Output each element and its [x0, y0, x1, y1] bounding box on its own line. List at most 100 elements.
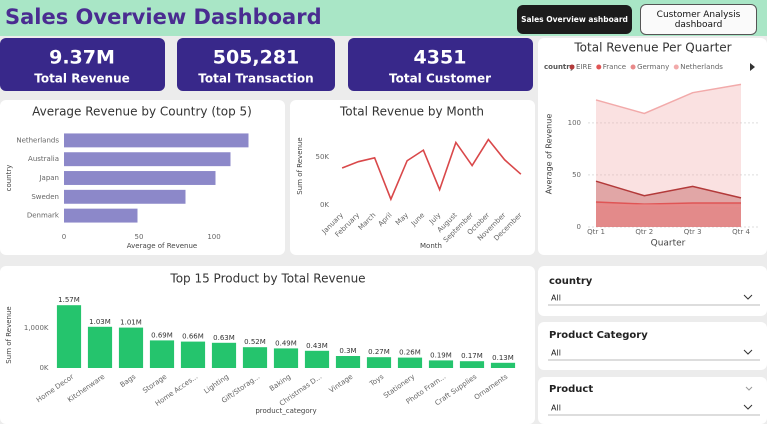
line	[595, 201, 741, 205]
bar	[64, 133, 249, 148]
legend-marker	[673, 64, 679, 70]
filter-label: Product	[549, 384, 593, 395]
value-label: 0.49M	[275, 339, 297, 347]
y-tick-label: Denmark	[27, 212, 60, 220]
panel	[538, 38, 767, 255]
x-tick-label: Qtr 1	[587, 228, 605, 236]
bar	[64, 152, 231, 167]
kpi-card	[177, 38, 335, 91]
value-label: 0.27M	[368, 348, 390, 356]
filter-panel	[538, 322, 767, 370]
bar	[459, 361, 485, 368]
dropdown-chevron[interactable]	[743, 294, 753, 300]
kpi-label: Total Customer	[389, 72, 491, 86]
value-label: 1.03M	[89, 318, 111, 326]
bar	[87, 326, 113, 368]
bar	[180, 341, 206, 368]
chart-title: Total Revenue by Month	[339, 105, 484, 119]
filter-value[interactable]: All	[551, 349, 561, 358]
y-axis-label: Sum of Revenue	[5, 306, 13, 363]
bar	[118, 327, 144, 368]
filter-value[interactable]: All	[551, 404, 561, 413]
bar	[211, 342, 237, 368]
y-axis-label: Average of Revenue	[545, 114, 554, 195]
legend-scroll-arrow[interactable]	[750, 63, 755, 71]
y-tick-label: Australia	[28, 155, 59, 163]
bar	[56, 305, 82, 368]
y-tick-label: Japan	[38, 174, 59, 182]
x-axis-label: product_category	[255, 407, 316, 415]
legend-marker	[630, 64, 636, 70]
line	[595, 180, 742, 199]
bar	[335, 356, 361, 368]
legend-label: France	[603, 63, 626, 71]
legend-label: Germany	[637, 63, 669, 71]
legend-label: Netherlands	[680, 63, 723, 71]
line	[595, 83, 742, 115]
value-label: 0.3M	[339, 347, 356, 355]
area	[596, 205, 741, 227]
chart-title: Top 15 Product by Total Revenue	[169, 272, 365, 286]
value-label: 0.13M	[492, 354, 514, 362]
value-label: 0.63M	[213, 334, 235, 342]
kpi-label: Total Transaction	[198, 72, 313, 86]
filter-label: country	[549, 276, 593, 287]
y-tick-label: 50	[572, 171, 581, 179]
panel	[0, 266, 535, 424]
bar	[64, 208, 138, 223]
kpi-value: 505,281	[213, 47, 300, 69]
kpi-value: 9.37M	[49, 47, 115, 69]
x-tick-label: 50	[135, 233, 144, 241]
y-tick-label: Sweden	[31, 193, 59, 201]
nav-button[interactable]: Customer Analysis dashboard	[640, 4, 757, 35]
x-tick-label: Qtr 3	[684, 228, 702, 236]
y-axis-label: Sum of Revenue	[296, 137, 304, 194]
value-label: 1.57M	[58, 296, 80, 304]
nav-button[interactable]: Sales Overview ashboard	[517, 5, 632, 34]
bar	[242, 347, 268, 368]
bar	[304, 350, 330, 368]
x-tick-label: 100	[207, 233, 220, 241]
dropdown-chevron[interactable]	[743, 349, 753, 355]
kpi-value: 4351	[414, 47, 467, 69]
bar	[366, 357, 392, 368]
line	[341, 138, 522, 202]
kpi-card	[348, 38, 533, 91]
filter-value[interactable]: All	[551, 294, 561, 303]
x-axis-label: Quarter	[651, 239, 686, 249]
y-tick-label: 100	[568, 119, 581, 127]
y-tick-label: 1,000K	[24, 324, 49, 332]
y-tick-label: 0K	[39, 364, 48, 372]
filter-chevron[interactable]	[745, 386, 753, 391]
value-label: 0.69M	[151, 331, 173, 339]
kpi-label: Total Revenue	[34, 72, 130, 86]
x-tick-label: Qtr 2	[635, 228, 653, 236]
area	[596, 202, 741, 227]
y-tick-label: 0	[577, 223, 581, 231]
dropdown-chevron[interactable]	[743, 404, 753, 410]
bar	[149, 340, 175, 368]
bar	[397, 357, 423, 368]
bar	[273, 348, 299, 368]
y-tick-label: 50K	[316, 153, 330, 161]
bar	[490, 362, 516, 368]
legend-marker	[596, 64, 602, 70]
value-label: 0.43M	[306, 342, 328, 350]
filter-label: Product Category	[549, 330, 648, 341]
value-label: 0.66M	[182, 333, 204, 341]
chart-title: Total Revenue Per Quarter	[573, 41, 731, 55]
x-tick-label: 0	[62, 233, 66, 241]
filter-panel	[538, 266, 767, 316]
value-label: 0.26M	[399, 349, 421, 357]
bar	[64, 189, 186, 204]
x-axis-label: Average of Revenue	[127, 242, 197, 250]
legend-marker	[569, 64, 575, 70]
y-tick-label: 0K	[320, 201, 329, 209]
legend-title: country	[544, 63, 575, 71]
header-bar	[0, 0, 767, 36]
y-tick-label: Netherlands	[16, 136, 59, 144]
chart-title: Average Revenue by Country (top 5)	[32, 105, 252, 119]
x-axis-label: Month	[420, 242, 442, 250]
